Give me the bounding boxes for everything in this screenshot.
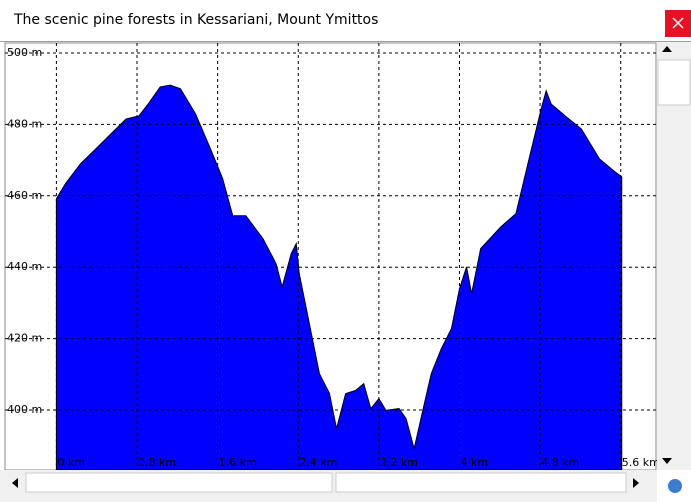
elevation-area — [55, 84, 623, 471]
y-tick-label: 400 m — [7, 403, 42, 416]
x-tick-label: 5.6 km — [622, 456, 660, 469]
y-tick-label: 500 m — [7, 46, 42, 59]
scroll-down[interactable] — [662, 458, 672, 464]
x-tick-label: 0 km — [57, 456, 85, 469]
hscroll-thumb-2[interactable] — [335, 472, 627, 493]
window-title: The scenic pine forests in Kessariani, M… — [13, 12, 378, 28]
x-tick-label: 1.6 km — [219, 456, 257, 469]
x-tick-label: 0.8 km — [138, 456, 176, 469]
y-tick-label: 440 m — [7, 260, 42, 273]
scroll-track[interactable] — [657, 42, 691, 470]
horizontal-scrollbar[interactable] — [0, 470, 682, 502]
scroll-thumb[interactable] — [657, 59, 691, 106]
y-tick-label: 420 m — [7, 332, 42, 345]
x-tick-label: 3.2 km — [380, 456, 418, 469]
x-tick-label: 4 km — [460, 456, 488, 469]
close-button[interactable] — [665, 10, 691, 37]
x-tick-label: 2.4 km — [299, 456, 337, 469]
plot: 400 m 420 m 440 m 460 m 480 m 500 m 0 km 0.8 km… — [5, 43, 660, 471]
globe-icon[interactable] — [668, 479, 682, 493]
scroll-right[interactable] — [633, 478, 639, 488]
vertical-scrollbar[interactable] — [657, 42, 691, 470]
y-tick-label: 480 m — [7, 117, 42, 130]
hscroll-thumb[interactable] — [25, 472, 333, 493]
y-tick-label: 460 m — [7, 189, 42, 202]
close-icon[interactable] — [672, 17, 684, 29]
x-tick-label: 4.8 km — [541, 456, 579, 469]
scroll-left[interactable] — [12, 478, 18, 488]
scroll-up[interactable] — [662, 46, 672, 52]
separator — [0, 41, 691, 42]
